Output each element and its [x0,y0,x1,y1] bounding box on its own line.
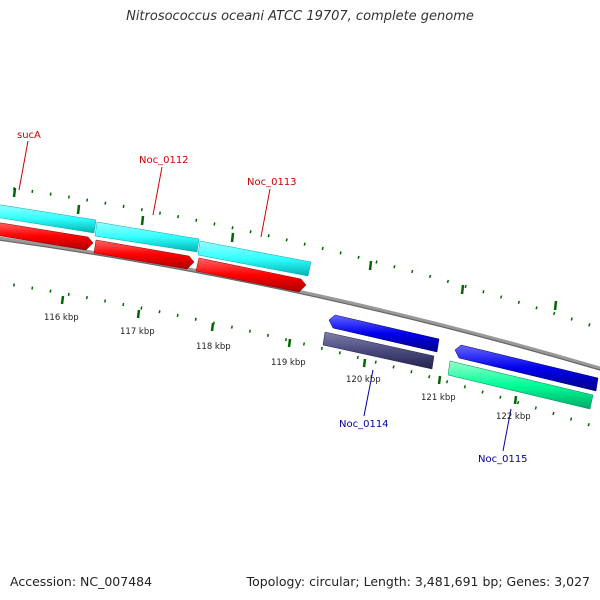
tick-label-116: 116 kbp [44,313,79,323]
cds-track-forward [0,204,312,277]
gene-arrow-suca[interactable] [0,222,94,251]
major-ticks [12,187,558,405]
tick-label-120: 120 kbp [346,375,381,385]
map-title: Nitrosococcus oceani ATCC 19707, complet… [126,9,474,24]
genome-backbone [0,236,600,371]
cds-feature-noc-0115[interactable] [447,360,594,410]
gene-label-suca[interactable]: sucA [17,130,41,141]
gene-arrow-noc-0112[interactable] [93,239,195,270]
inner-tick-row [0,281,600,430]
tick-label-121: 121 kbp [421,393,456,403]
cds-feature-suca[interactable] [0,204,97,234]
tick-label-122: 122 kbp [496,412,531,422]
genome-stats-text: Topology: circular; Length: 3,481,691 bp… [246,574,590,589]
gene-track-reverse [328,314,599,392]
gene-arrow-noc-0115[interactable] [454,344,599,392]
gene-label-noc-0113[interactable]: Noc_0113 [247,177,297,188]
tick-label-118: 118 kbp [196,342,231,352]
tick-label-119: 119 kbp [271,358,306,368]
gene-label-noc-0114[interactable]: Noc_0114 [339,419,389,430]
cds-feature-noc-0114[interactable] [322,331,435,370]
gene-arrow-noc-0114[interactable] [328,314,440,353]
gene-arrow-noc-0113[interactable] [195,257,307,293]
label-leaders [18,140,512,452]
accession-text: Accession: NC_007484 [10,574,153,589]
cds-track-reverse [322,331,594,410]
cds-feature-noc-0112[interactable] [94,221,200,253]
tick-label-117: 117 kbp [120,327,155,337]
gene-label-noc-0115[interactable]: Noc_0115 [478,454,528,465]
cds-feature-noc-0113[interactable] [197,240,312,277]
gene-track-forward [0,222,307,293]
gene-label-noc-0112[interactable]: Noc_0112 [139,155,189,166]
outer-tick-row [0,185,600,330]
